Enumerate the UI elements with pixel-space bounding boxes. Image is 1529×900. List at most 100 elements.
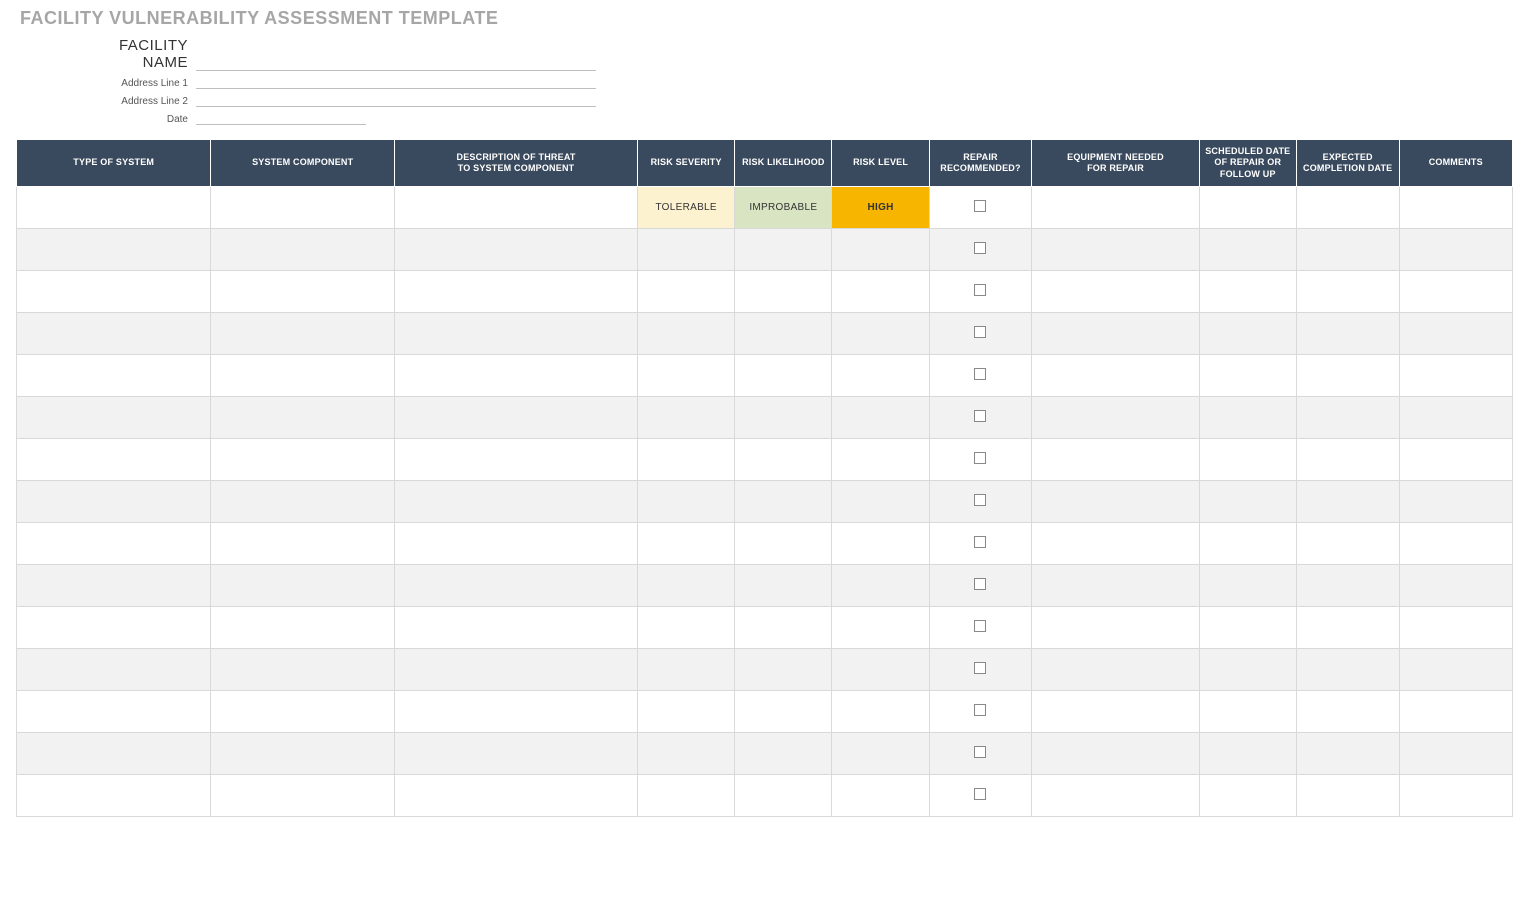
cell-risk-likelihood[interactable]	[735, 228, 832, 270]
cell-equipment[interactable]	[1032, 564, 1199, 606]
cell-scheduled-date[interactable]	[1199, 438, 1296, 480]
cell-scheduled-date[interactable]	[1199, 774, 1296, 816]
cell-system-component[interactable]	[211, 732, 395, 774]
cell-equipment[interactable]	[1032, 648, 1199, 690]
address2-input[interactable]	[196, 93, 596, 107]
cell-scheduled-date[interactable]	[1199, 732, 1296, 774]
cell-equipment[interactable]	[1032, 732, 1199, 774]
cell-system-component[interactable]	[211, 606, 395, 648]
cell-scheduled-date[interactable]	[1199, 606, 1296, 648]
cell-expected-date[interactable]	[1296, 438, 1399, 480]
cell-system-component[interactable]	[211, 774, 395, 816]
cell-risk-severity[interactable]: TOLERABLE	[638, 186, 735, 228]
cell-risk-level[interactable]	[832, 270, 929, 312]
checkbox-icon[interactable]	[974, 746, 986, 758]
checkbox-icon[interactable]	[974, 704, 986, 716]
cell-scheduled-date[interactable]	[1199, 354, 1296, 396]
cell-type-of-system[interactable]	[17, 648, 211, 690]
cell-risk-likelihood[interactable]	[735, 522, 832, 564]
cell-description[interactable]	[395, 312, 638, 354]
checkbox-icon[interactable]	[974, 536, 986, 548]
cell-description[interactable]	[395, 480, 638, 522]
cell-description[interactable]	[395, 438, 638, 480]
cell-scheduled-date[interactable]	[1199, 564, 1296, 606]
cell-scheduled-date[interactable]	[1199, 648, 1296, 690]
cell-risk-severity[interactable]	[638, 312, 735, 354]
cell-description[interactable]	[395, 732, 638, 774]
cell-type-of-system[interactable]	[17, 564, 211, 606]
cell-type-of-system[interactable]	[17, 438, 211, 480]
cell-system-component[interactable]	[211, 480, 395, 522]
cell-equipment[interactable]	[1032, 312, 1199, 354]
cell-scheduled-date[interactable]	[1199, 396, 1296, 438]
cell-equipment[interactable]	[1032, 396, 1199, 438]
cell-system-component[interactable]	[211, 228, 395, 270]
cell-type-of-system[interactable]	[17, 606, 211, 648]
checkbox-icon[interactable]	[974, 494, 986, 506]
cell-risk-likelihood[interactable]	[735, 438, 832, 480]
cell-system-component[interactable]	[211, 186, 395, 228]
cell-description[interactable]	[395, 606, 638, 648]
cell-comments[interactable]	[1399, 186, 1512, 228]
cell-scheduled-date[interactable]	[1199, 312, 1296, 354]
checkbox-icon[interactable]	[974, 620, 986, 632]
cell-scheduled-date[interactable]	[1199, 480, 1296, 522]
checkbox-icon[interactable]	[974, 410, 986, 422]
cell-system-component[interactable]	[211, 396, 395, 438]
cell-risk-level[interactable]	[832, 312, 929, 354]
cell-description[interactable]	[395, 270, 638, 312]
cell-equipment[interactable]	[1032, 606, 1199, 648]
cell-risk-level[interactable]	[832, 480, 929, 522]
cell-expected-date[interactable]	[1296, 690, 1399, 732]
cell-description[interactable]	[395, 564, 638, 606]
checkbox-icon[interactable]	[974, 788, 986, 800]
cell-comments[interactable]	[1399, 648, 1512, 690]
cell-type-of-system[interactable]	[17, 270, 211, 312]
cell-risk-severity[interactable]	[638, 690, 735, 732]
cell-comments[interactable]	[1399, 270, 1512, 312]
cell-expected-date[interactable]	[1296, 522, 1399, 564]
cell-scheduled-date[interactable]	[1199, 186, 1296, 228]
cell-risk-level[interactable]	[832, 606, 929, 648]
cell-equipment[interactable]	[1032, 690, 1199, 732]
cell-comments[interactable]	[1399, 690, 1512, 732]
cell-comments[interactable]	[1399, 438, 1512, 480]
cell-risk-likelihood[interactable]	[735, 396, 832, 438]
cell-type-of-system[interactable]	[17, 396, 211, 438]
cell-expected-date[interactable]	[1296, 396, 1399, 438]
checkbox-icon[interactable]	[974, 242, 986, 254]
cell-risk-severity[interactable]	[638, 228, 735, 270]
cell-scheduled-date[interactable]	[1199, 228, 1296, 270]
cell-equipment[interactable]	[1032, 522, 1199, 564]
checkbox-icon[interactable]	[974, 284, 986, 296]
cell-risk-level[interactable]: HIGH	[832, 186, 929, 228]
cell-risk-severity[interactable]	[638, 270, 735, 312]
cell-system-component[interactable]	[211, 354, 395, 396]
cell-risk-likelihood[interactable]	[735, 690, 832, 732]
cell-comments[interactable]	[1399, 522, 1512, 564]
cell-expected-date[interactable]	[1296, 774, 1399, 816]
cell-expected-date[interactable]	[1296, 186, 1399, 228]
cell-system-component[interactable]	[211, 564, 395, 606]
cell-type-of-system[interactable]	[17, 522, 211, 564]
cell-description[interactable]	[395, 228, 638, 270]
cell-risk-likelihood[interactable]: IMPROBABLE	[735, 186, 832, 228]
cell-risk-severity[interactable]	[638, 606, 735, 648]
cell-comments[interactable]	[1399, 396, 1512, 438]
date-input[interactable]	[196, 111, 366, 125]
cell-scheduled-date[interactable]	[1199, 270, 1296, 312]
cell-type-of-system[interactable]	[17, 690, 211, 732]
cell-expected-date[interactable]	[1296, 354, 1399, 396]
cell-scheduled-date[interactable]	[1199, 522, 1296, 564]
cell-risk-likelihood[interactable]	[735, 564, 832, 606]
cell-risk-level[interactable]	[832, 228, 929, 270]
cell-risk-likelihood[interactable]	[735, 774, 832, 816]
cell-comments[interactable]	[1399, 354, 1512, 396]
cell-description[interactable]	[395, 522, 638, 564]
cell-risk-severity[interactable]	[638, 354, 735, 396]
cell-risk-likelihood[interactable]	[735, 732, 832, 774]
cell-risk-level[interactable]	[832, 774, 929, 816]
cell-expected-date[interactable]	[1296, 648, 1399, 690]
cell-risk-level[interactable]	[832, 732, 929, 774]
cell-equipment[interactable]	[1032, 186, 1199, 228]
